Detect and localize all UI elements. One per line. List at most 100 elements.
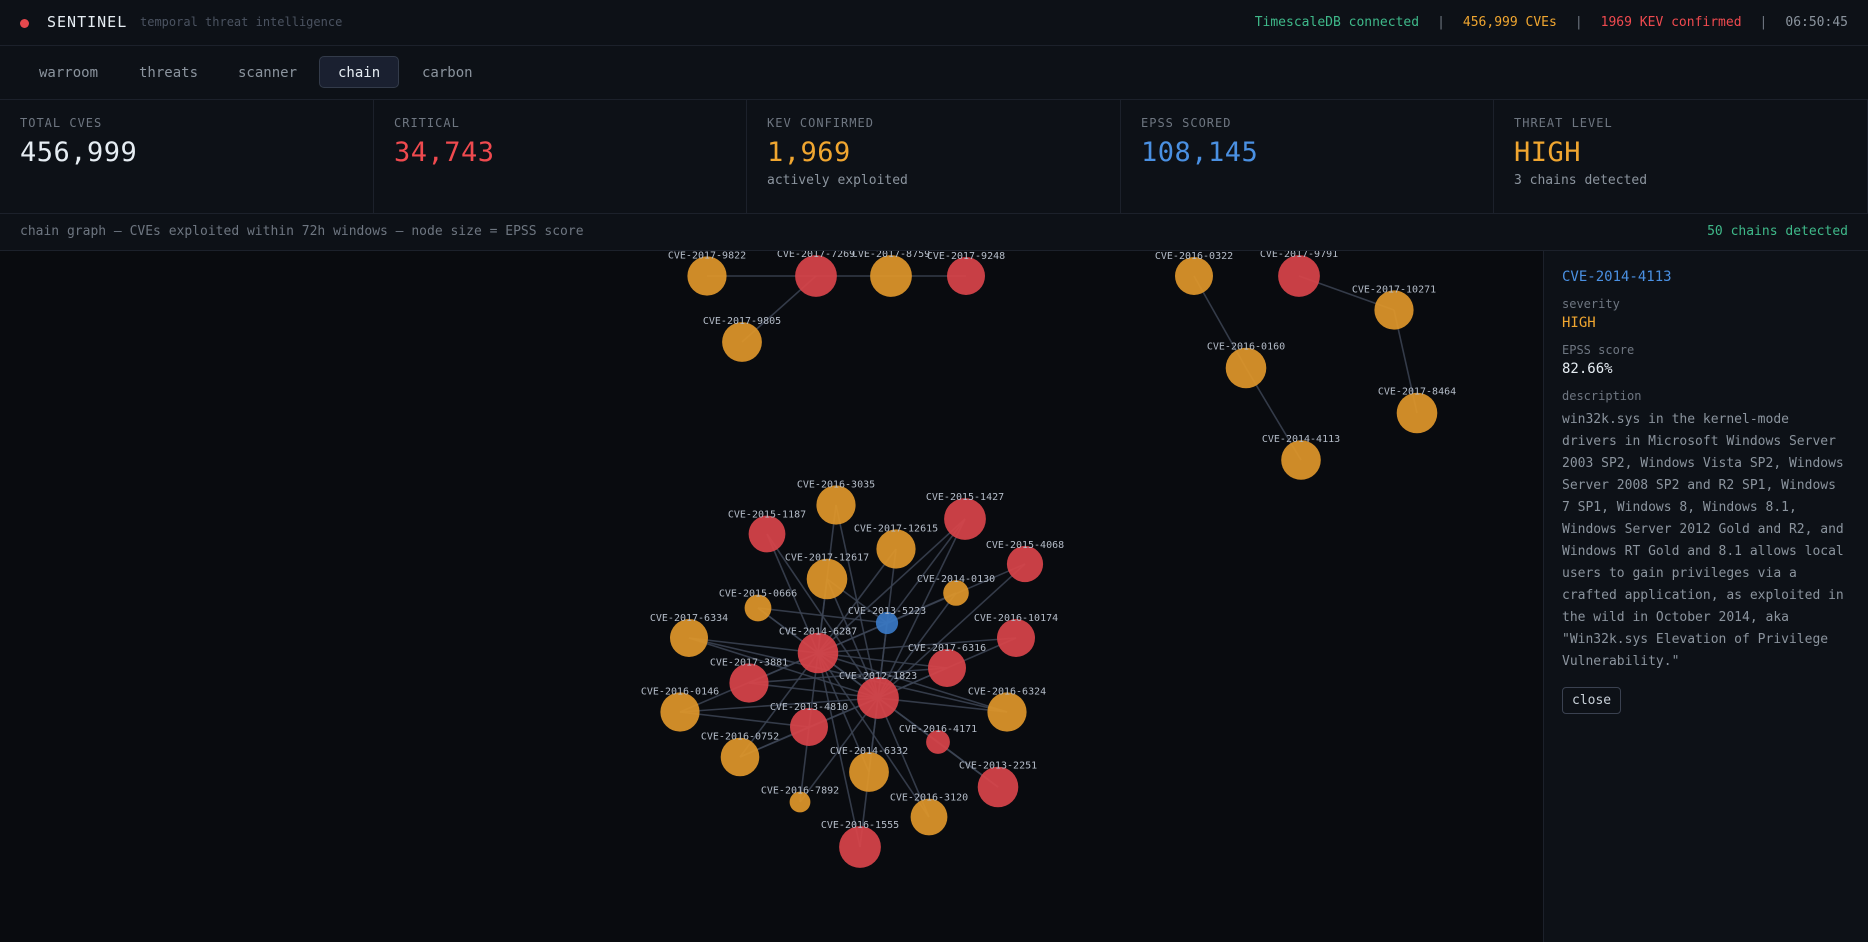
graph-node[interactable]: CVE-2016-3120 (890, 793, 968, 836)
graph-node[interactable]: CVE-2016-1555 (821, 820, 899, 868)
graph-node[interactable]: CVE-2017-12617 (785, 553, 869, 600)
graph-node[interactable]: CVE-2015-1187 (728, 510, 806, 553)
graph-node[interactable]: CVE-2014-6287 (779, 627, 857, 674)
node-circle[interactable] (943, 580, 969, 606)
graph-node[interactable]: CVE-2016-0160 (1207, 342, 1285, 389)
graph-node[interactable]: CVE-2016-3035 (797, 479, 875, 525)
graph-node[interactable]: CVE-2017-6334 (650, 613, 728, 657)
node-circle[interactable] (806, 558, 848, 600)
graph-node[interactable]: CVE-2016-10174 (974, 613, 1058, 657)
node-circle[interactable] (1281, 440, 1321, 480)
node-label: CVE-2017-9805 (703, 316, 781, 327)
graph-node[interactable]: CVE-2016-0322 (1155, 251, 1233, 295)
node-circle[interactable] (944, 498, 986, 540)
node-circle[interactable] (849, 752, 889, 792)
graph-node[interactable]: CVE-2012-1823 (839, 671, 917, 719)
node-label: CVE-2014-4113 (1262, 434, 1340, 445)
chains-count: 50 chains detected (1707, 224, 1848, 239)
node-circle[interactable] (1374, 290, 1414, 330)
graph-node[interactable]: CVE-2017-10271 (1352, 284, 1436, 330)
graph-node[interactable]: CVE-2017-6316 (908, 643, 986, 687)
tab-threats[interactable]: threats (139, 65, 199, 81)
node-circle[interactable] (839, 826, 881, 868)
node-circle[interactable] (660, 692, 700, 732)
node-circle[interactable] (729, 663, 769, 703)
node-label: CVE-2016-0322 (1155, 251, 1233, 262)
graph-node[interactable]: CVE-2016-6324 (968, 686, 1046, 732)
stat-critical: CRITICAL 34,743 (374, 100, 747, 214)
clock: 06:50:45 (1785, 15, 1848, 30)
node-circle[interactable] (687, 256, 727, 296)
node-circle[interactable] (789, 791, 811, 813)
kev-status: 1969 KEV confirmed (1600, 15, 1742, 30)
node-circle[interactable] (876, 529, 916, 569)
node-circle[interactable] (928, 649, 966, 687)
node-circle[interactable] (670, 619, 708, 657)
node-circle[interactable] (1175, 257, 1213, 295)
node-circle[interactable] (870, 255, 912, 297)
separator: | (1574, 15, 1583, 30)
node-circle[interactable] (720, 737, 760, 777)
graph-node[interactable]: CVE-2017-8464 (1378, 387, 1456, 434)
graph-node[interactable]: CVE-2016-0146 (641, 686, 719, 732)
stat-value: 456,999 (20, 137, 138, 168)
chain-edge (688, 637, 1008, 713)
node-circle[interactable] (748, 515, 786, 553)
node-circle[interactable] (997, 619, 1035, 657)
graph-node[interactable]: CVE-2013-4810 (770, 702, 848, 746)
tab-scanner[interactable]: scanner (238, 65, 298, 81)
graph-node[interactable]: CVE-2016-0752 (701, 732, 779, 777)
graph-node[interactable]: CVE-2017-3881 (710, 657, 788, 703)
node-label: CVE-2015-4068 (986, 540, 1064, 551)
detail-cve-id[interactable]: CVE-2014-4113 (1562, 269, 1672, 285)
severity-value: HIGH (1562, 315, 1596, 331)
graph-node[interactable]: CVE-2013-2251 (959, 761, 1037, 808)
node-label: CVE-2017-8759 (852, 251, 930, 260)
node-circle[interactable] (797, 632, 839, 674)
tab-warroom[interactable]: warroom (39, 65, 99, 81)
node-circle[interactable] (1225, 347, 1267, 389)
graph-node[interactable]: CVE-2014-6332 (830, 746, 908, 792)
node-circle[interactable] (875, 611, 899, 635)
graph-node[interactable]: CVE-2017-12615 (854, 523, 938, 569)
node-circle[interactable] (1278, 255, 1320, 297)
graph-node[interactable]: CVE-2015-4068 (986, 540, 1064, 583)
node-circle[interactable] (926, 730, 950, 754)
node-circle[interactable] (1006, 545, 1044, 583)
tab-chain[interactable]: chain (319, 56, 400, 88)
chain-graph[interactable]: CVE-2017-9822 CVE-2017-7269 CVE-2017-8759 C… (0, 251, 1543, 942)
brand-title: SENTINEL (47, 13, 128, 31)
brand-tagline: temporal threat intelligence (140, 15, 343, 29)
graph-node[interactable]: CVE-2013-5223 (848, 606, 926, 635)
node-circle[interactable] (722, 322, 762, 362)
node-circle[interactable] (816, 485, 856, 525)
node-circle[interactable] (744, 594, 772, 622)
close-button[interactable]: close (1562, 687, 1622, 714)
node-circle[interactable] (977, 766, 1019, 808)
graph-node[interactable]: CVE-2017-9248 (927, 251, 1005, 295)
node-circle[interactable] (947, 257, 985, 295)
tab-carbon[interactable]: carbon (422, 65, 473, 81)
graph-node[interactable]: CVE-2016-4171 (899, 724, 977, 754)
graph-node[interactable]: CVE-2017-7269 (777, 251, 855, 297)
node-circle[interactable] (987, 692, 1027, 732)
graph-node[interactable]: CVE-2014-0130 (917, 574, 995, 606)
graph-description: chain graph — CVEs exploited within 72h … (20, 224, 584, 239)
graph-node[interactable]: CVE-2015-0666 (719, 589, 797, 622)
graph-node[interactable]: CVE-2017-9805 (703, 316, 781, 362)
node-circle[interactable] (790, 708, 828, 746)
graph-node[interactable]: CVE-2015-1427 (926, 492, 1004, 540)
graph-node[interactable]: CVE-2017-9822 (668, 251, 746, 296)
graph-node[interactable]: CVE-2017-8759 (852, 251, 930, 297)
node-circle[interactable] (910, 798, 948, 836)
node-circle[interactable] (1396, 392, 1438, 434)
stats-row: TOTAL CVES 456,999 CRITICAL 34,743 KEV C… (0, 100, 1868, 214)
graph-node[interactable]: CVE-2016-7892 (761, 786, 839, 813)
tab-bar: warroom threats scanner chain carbon (0, 46, 1868, 100)
stat-value: 1,969 (767, 137, 851, 168)
node-circle[interactable] (795, 255, 837, 297)
node-circle[interactable] (857, 677, 899, 719)
graph-node[interactable]: CVE-2017-9791 (1260, 251, 1338, 297)
chain-graph-canvas[interactable]: CVE-2017-9822 CVE-2017-7269CVE-2017-8759C… (0, 251, 1543, 942)
graph-node[interactable]: CVE-2014-4113 (1262, 434, 1340, 480)
